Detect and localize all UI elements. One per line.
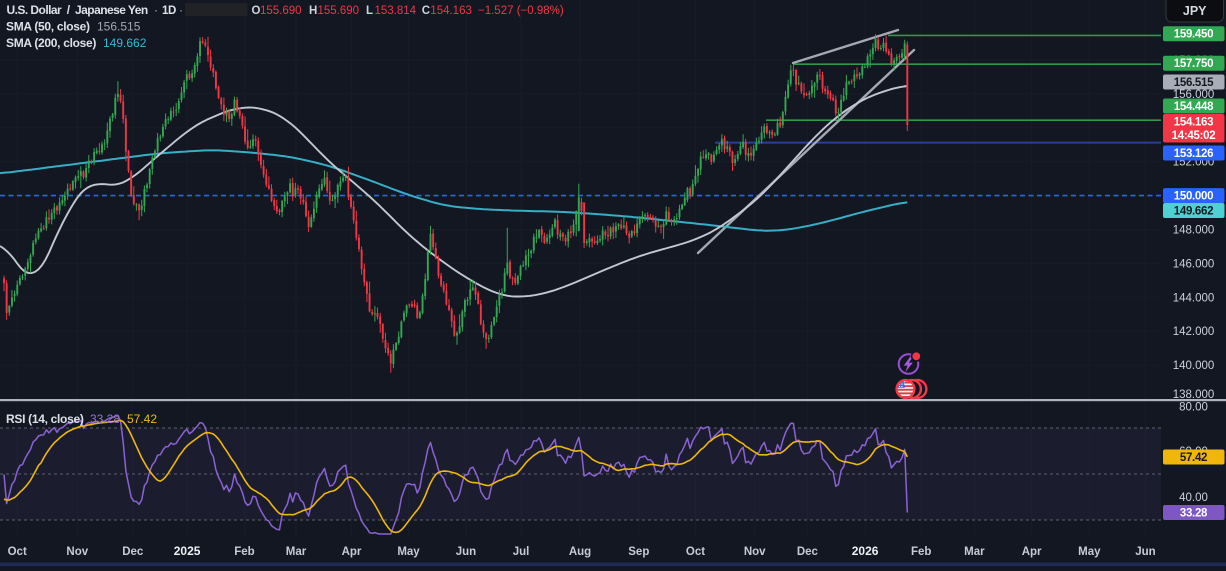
svg-text:JPY: JPY <box>1183 4 1207 18</box>
svg-text:Mar: Mar <box>286 546 307 558</box>
svg-text:Apr: Apr <box>1022 546 1042 558</box>
svg-text:Apr: Apr <box>342 546 362 558</box>
svg-text:155.690: 155.690 <box>318 5 360 17</box>
svg-text:Nov: Nov <box>744 546 766 558</box>
svg-text:33.28: 33.28 <box>1180 508 1208 520</box>
svg-text:L: L <box>366 5 373 17</box>
svg-text:148.000: 148.000 <box>1173 225 1215 237</box>
svg-text:142.000: 142.000 <box>1173 326 1215 338</box>
svg-text:RSI (14, close): RSI (14, close) <box>6 412 84 426</box>
svg-text:Feb: Feb <box>234 546 254 558</box>
svg-text:149.662: 149.662 <box>103 36 147 50</box>
svg-text:144.000: 144.000 <box>1173 292 1215 304</box>
svg-text:H: H <box>309 5 317 17</box>
svg-text:155.690: 155.690 <box>260 5 302 17</box>
svg-text:154.163: 154.163 <box>430 5 472 17</box>
svg-text:150.000: 150.000 <box>1174 191 1213 203</box>
svg-text:157.750: 157.750 <box>1174 58 1213 70</box>
svg-text:159.450: 159.450 <box>1174 29 1213 41</box>
svg-text:140.000: 140.000 <box>1173 360 1215 372</box>
svg-text:1D: 1D <box>162 5 176 17</box>
svg-text:Dec: Dec <box>122 546 144 558</box>
svg-text:Aug: Aug <box>569 546 591 558</box>
svg-text:Jul: Jul <box>513 546 530 558</box>
svg-text:80.00: 80.00 <box>1179 402 1208 414</box>
svg-text:Nov: Nov <box>66 546 88 558</box>
svg-text:2025: 2025 <box>174 544 201 558</box>
svg-text:SMA (200, close): SMA (200, close) <box>6 36 96 50</box>
svg-text:May: May <box>397 546 420 558</box>
svg-text:Mar: Mar <box>964 546 985 558</box>
svg-text:2026: 2026 <box>852 544 879 558</box>
svg-text:O: O <box>252 5 261 17</box>
svg-text:138.000: 138.000 <box>1173 389 1215 401</box>
svg-text:156.515: 156.515 <box>97 20 141 34</box>
svg-text:40.00: 40.00 <box>1179 492 1208 504</box>
svg-text:149.662: 149.662 <box>1174 206 1213 218</box>
svg-text:Jun: Jun <box>456 546 476 558</box>
svg-text:Oct: Oct <box>686 546 705 558</box>
svg-text:Dec: Dec <box>797 546 819 558</box>
svg-text:C: C <box>422 5 430 17</box>
svg-text:154.163: 154.163 <box>1174 117 1213 129</box>
svg-text:U.S. Dollar / Japanese Yen: U.S. Dollar / Japanese Yen <box>7 3 148 17</box>
svg-text:57.42: 57.42 <box>127 412 157 426</box>
svg-text:−1.527 (−0.98%): −1.527 (−0.98%) <box>478 5 564 17</box>
svg-text:14:45:02: 14:45:02 <box>1172 130 1216 142</box>
svg-text:57.42: 57.42 <box>1180 452 1207 464</box>
svg-text:SMA (50, close): SMA (50, close) <box>6 20 90 34</box>
svg-text:Jun: Jun <box>1135 546 1155 558</box>
svg-text:153.814: 153.814 <box>375 5 417 17</box>
svg-text:156.515: 156.515 <box>1174 77 1214 89</box>
svg-text:·: · <box>154 3 158 17</box>
svg-text:Sep: Sep <box>628 546 649 558</box>
svg-text:154.448: 154.448 <box>1174 101 1214 113</box>
svg-text:153.126: 153.126 <box>1174 148 1213 160</box>
svg-text:146.000: 146.000 <box>1173 258 1215 270</box>
svg-text:·: · <box>179 3 183 17</box>
svg-text:Feb: Feb <box>911 546 931 558</box>
svg-text:Oct: Oct <box>8 546 27 558</box>
svg-text:33.28: 33.28 <box>90 412 120 426</box>
svg-text:156.000: 156.000 <box>1173 89 1215 101</box>
svg-text:May: May <box>1078 546 1101 558</box>
